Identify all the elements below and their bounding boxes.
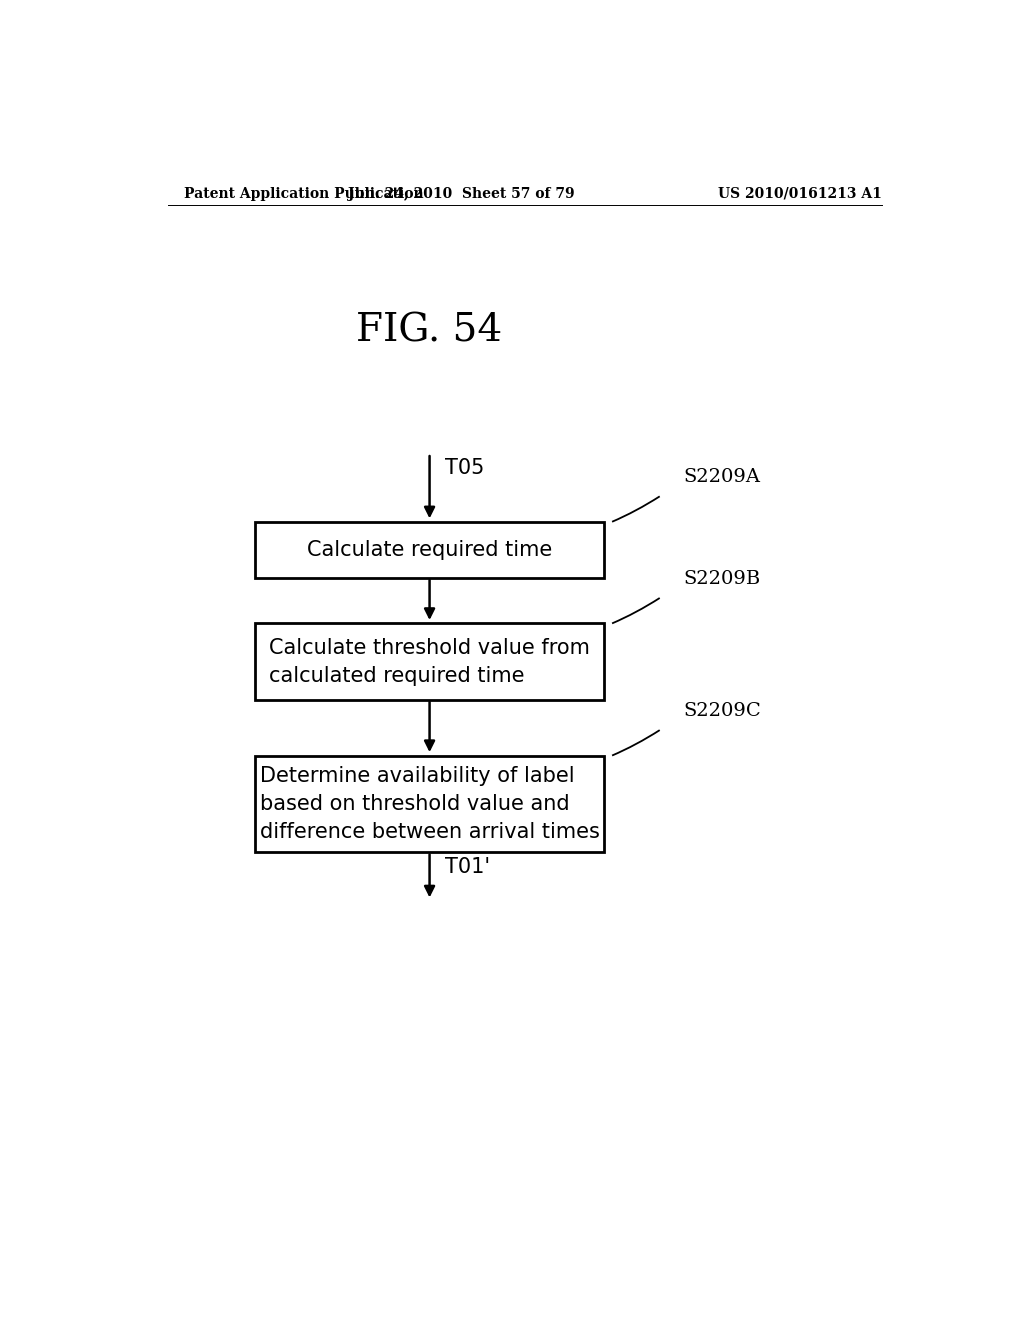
- Text: Calculate threshold value from
calculated required time: Calculate threshold value from calculate…: [269, 638, 590, 685]
- Text: Determine availability of label
based on threshold value and
difference between : Determine availability of label based on…: [260, 766, 599, 842]
- Text: T01': T01': [445, 857, 490, 876]
- Bar: [255, 623, 604, 700]
- Text: Jun. 24, 2010  Sheet 57 of 79: Jun. 24, 2010 Sheet 57 of 79: [348, 187, 574, 201]
- Text: FIG. 54: FIG. 54: [356, 313, 503, 350]
- Text: S2209A: S2209A: [684, 469, 761, 486]
- Text: S2209C: S2209C: [684, 702, 761, 719]
- Text: Patent Application Publication: Patent Application Publication: [183, 187, 423, 201]
- Bar: [255, 521, 604, 578]
- Text: T05: T05: [445, 458, 484, 478]
- Text: US 2010/0161213 A1: US 2010/0161213 A1: [718, 187, 882, 201]
- Bar: [255, 755, 604, 853]
- Text: S2209B: S2209B: [684, 570, 761, 587]
- Text: Calculate required time: Calculate required time: [307, 540, 552, 560]
